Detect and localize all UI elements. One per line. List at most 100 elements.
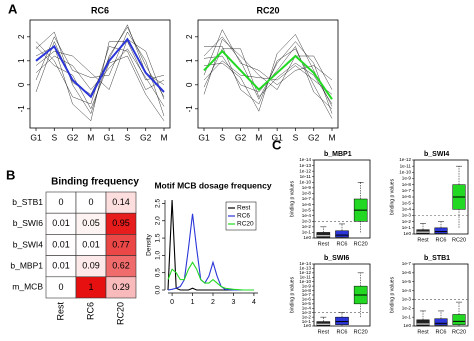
x-tick-label: 1 <box>191 299 195 306</box>
y-tick-label: 1e-7 <box>302 292 312 297</box>
x-tick-label: M <box>255 132 262 142</box>
x-tick-label: RC6 <box>435 237 446 243</box>
background-line <box>203 48 333 105</box>
row-label: m_MCB <box>12 282 43 292</box>
y-tick-label: 1e-10 <box>399 170 411 175</box>
plot-frame <box>197 19 339 129</box>
background-line <box>35 31 165 117</box>
x-tick-label: G1 <box>198 132 210 142</box>
y-tick-label: 1e-5 <box>302 301 312 306</box>
y-tick-label: 1e-2 <box>302 314 312 319</box>
box <box>434 227 448 234</box>
panel-label: A <box>8 1 18 16</box>
chart-title: RC20 <box>256 5 279 15</box>
background-line <box>35 24 165 95</box>
y-tick-label: 1e-12 <box>299 270 311 275</box>
y-tick-label: 1e-11 <box>300 275 312 280</box>
mean-line <box>35 37 165 99</box>
column-label: RC20 <box>115 302 125 325</box>
y-tick-label: 1e-7 <box>402 261 412 266</box>
y-tick-label: 1e-3 <box>302 219 312 224</box>
y-tick-label: 1e-11 <box>400 163 412 168</box>
background-line <box>35 41 165 105</box>
column-label: Rest <box>55 302 65 321</box>
legend-label: Rest <box>237 205 251 212</box>
y-tick-label: 1e-4 <box>402 207 412 212</box>
y-tick-label: 1e-2 <box>402 306 412 311</box>
x-tick-label: G2 <box>140 132 152 142</box>
background-line <box>203 29 333 86</box>
chart-title: Motif MCB dosage frequency <box>154 180 271 190</box>
box <box>316 232 331 238</box>
y-tick-label: 1 <box>17 58 26 63</box>
y-tick-label: 1e-5 <box>402 200 412 205</box>
row-label: b_MBP1 <box>10 260 43 270</box>
chart-title: Binding frequency <box>51 177 139 188</box>
x-tick-label: 2 <box>211 299 215 306</box>
x-tick-label: S <box>51 132 57 142</box>
y-tick-label: 0.5 <box>155 268 162 277</box>
cell-value: 0.05 <box>82 218 100 228</box>
box <box>452 314 466 325</box>
y-tick-label: 1e-1 <box>402 225 412 230</box>
y-tick-label: 1e-10 <box>299 279 311 284</box>
box <box>316 321 331 326</box>
x-tick-label: Rest <box>417 329 429 335</box>
x-tick-label: 3 <box>232 299 236 306</box>
y-tick-label: 1e-3 <box>402 213 412 218</box>
cell-value: 0.62 <box>112 261 130 271</box>
box <box>335 316 349 325</box>
background-line <box>35 46 165 121</box>
y-tick-label: 1e-9 <box>302 185 312 190</box>
y-tick-label: 1e-7 <box>302 196 312 201</box>
y-axis-label: Density <box>146 233 153 255</box>
cell-value: 0.01 <box>52 218 70 228</box>
y-tick-label: 1e-11 <box>300 174 312 179</box>
y-tick-label: 1e0 <box>303 323 311 328</box>
x-tick-label: Rest <box>417 237 429 243</box>
chart-title: b_SWI4 <box>424 151 449 158</box>
y-tick-label: 1e-2 <box>402 219 412 224</box>
x-tick-label: G1 <box>30 132 42 142</box>
y-axis-label: binding p values <box>389 178 395 215</box>
y-tick-label: 0.0 <box>155 285 162 294</box>
y-tick-label: 1e-6 <box>402 270 412 275</box>
cell-value: 0 <box>58 197 63 207</box>
x-tick-label: S <box>293 132 299 142</box>
y-tick-label: 1e-6 <box>302 202 312 207</box>
y-tick-label: 1e-1 <box>402 314 412 319</box>
x-tick-label: RC20 <box>452 329 466 335</box>
y-tick-label: 1e-8 <box>402 182 412 187</box>
cell-value: 0.09 <box>82 261 100 271</box>
y-tick-label: 1e-8 <box>302 288 312 293</box>
box <box>434 318 448 326</box>
row-label: b_SWI6 <box>13 218 44 228</box>
y-tick-label: 2 <box>185 34 194 39</box>
chart-title: b_STB1 <box>424 255 450 262</box>
y-tick-label: 1e-13 <box>299 163 311 168</box>
y-tick-label: 1e-5 <box>402 279 412 284</box>
y-tick-label: 1e-13 <box>299 266 311 271</box>
chart-title: b_SWI6 <box>324 255 349 262</box>
y-tick-label: 1e-4 <box>402 288 412 293</box>
x-tick-label: M <box>160 132 167 142</box>
y-tick-label: 1.5 <box>155 233 162 242</box>
cell-value: 0.01 <box>52 239 70 249</box>
x-tick-label: RC20 <box>354 329 368 335</box>
y-tick-label: 0 <box>185 82 194 87</box>
chart-title: RC6 <box>91 5 109 15</box>
y-tick-label: 1e0 <box>303 235 311 240</box>
y-tick-label: 2.0 <box>155 216 162 225</box>
box <box>416 319 430 326</box>
panel-label: B <box>6 167 15 182</box>
density-line <box>167 261 254 291</box>
y-tick-label: 1e-8 <box>302 191 312 196</box>
y-tick-label: 2 <box>17 34 26 39</box>
cell-value: 0 <box>88 197 93 207</box>
y-tick-label: 1e-1 <box>302 230 312 235</box>
y-tick-label: 1e-12 <box>399 157 411 162</box>
panel-label: C <box>272 137 282 152</box>
density-line <box>167 199 254 291</box>
x-tick-label: RC6 <box>435 329 446 335</box>
